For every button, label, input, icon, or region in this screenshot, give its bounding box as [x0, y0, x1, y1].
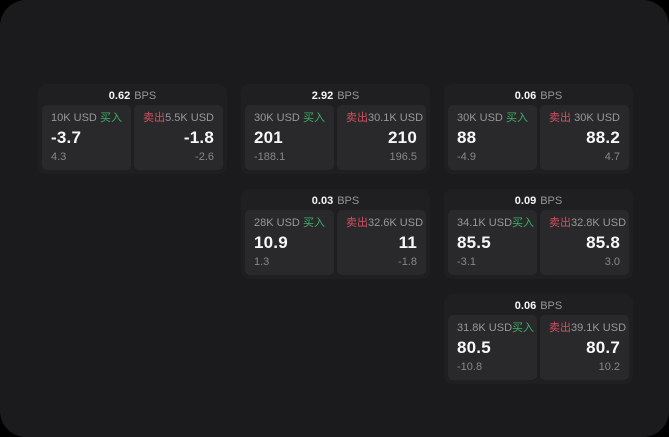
buy-side-label: 买入	[303, 112, 325, 124]
quote-card-1: 0.62 BPS 10K USD 买入 -3.7 4.3 卖出 5.5K USD	[38, 84, 227, 174]
quote-panels: 30K USD 买入 201 -188.1 卖出 30.1K USD 210 1…	[241, 105, 430, 174]
quote-card-grid: 0.62 BPS 10K USD 买入 -3.7 4.3 卖出 5.5K USD	[38, 84, 633, 384]
spread-header: 0.06 BPS	[444, 294, 633, 315]
sell-side-label: 卖出	[346, 217, 368, 229]
sell-side-label: 卖出	[549, 322, 571, 334]
sell-side-label: 卖出	[143, 112, 165, 124]
sell-price: 11	[398, 233, 417, 252]
spread-unit-label: BPS	[337, 194, 360, 207]
quote-panels: 10K USD 买入 -3.7 4.3 卖出 5.5K USD -1.8 -2.…	[38, 105, 227, 174]
buy-delta: -188.1	[254, 151, 286, 163]
buy-panel[interactable]: 28K USD 买入 10.9 1.3	[245, 210, 334, 275]
spread-header: 0.09 BPS	[444, 189, 633, 210]
buy-amount: 30K USD	[254, 112, 300, 124]
buy-delta: 1.3	[254, 256, 270, 268]
sell-amount: 30.1K USD	[368, 112, 424, 124]
buy-delta: -4.9	[457, 151, 476, 163]
buy-price: 201	[254, 128, 283, 147]
spread-unit-label: BPS	[540, 299, 563, 312]
sell-panel[interactable]: 卖出 32.6K USD 11 -1.8	[337, 210, 426, 275]
sell-price: 85.8	[586, 233, 620, 252]
quote-card-2: 2.92 BPS 30K USD 买入 201 -188.1 卖出 30.1K …	[241, 84, 430, 174]
buy-side-label: 买入	[100, 112, 122, 124]
sell-amount: 30K USD	[574, 112, 620, 124]
buy-side-label: 买入	[512, 217, 535, 229]
quote-card-3: 0.06 BPS 30K USD 买入 88 -4.9 卖出 30K USD	[444, 84, 633, 174]
buy-amount: 28K USD	[254, 217, 300, 229]
spread-value: 0.06	[514, 89, 537, 102]
sell-side-label: 卖出	[346, 112, 368, 124]
buy-panel[interactable]: 10K USD 买入 -3.7 4.3	[42, 105, 131, 170]
spread-unit-label: BPS	[540, 194, 563, 207]
buy-price: 10.9	[254, 233, 288, 252]
sell-delta: 3.0	[604, 256, 620, 268]
quote-panels: 31.8K USD 买入 80.5 -10.8 卖出 39.1K USD 80.…	[444, 315, 633, 384]
quote-panels: 34.1K USD 买入 85.5 -3.1 卖出 32.8K USD 85.8…	[444, 210, 633, 279]
spread-unit-label: BPS	[540, 89, 563, 102]
sell-panel[interactable]: 卖出 39.1K USD 80.7 10.2	[540, 315, 629, 380]
sell-delta: -2.6	[195, 151, 214, 163]
spread-header: 2.92 BPS	[241, 84, 430, 105]
sell-amount: 5.5K USD	[165, 112, 214, 124]
spread-unit-label: BPS	[337, 89, 360, 102]
sell-amount: 39.1K USD	[571, 322, 627, 334]
buy-price: -3.7	[51, 128, 82, 147]
sell-panel[interactable]: 卖出 5.5K USD -1.8 -2.6	[134, 105, 223, 170]
spread-header: 0.03 BPS	[241, 189, 430, 210]
buy-price: 88	[457, 128, 477, 147]
buy-amount: 30K USD	[457, 112, 503, 124]
buy-side-label: 买入	[512, 322, 535, 334]
quote-card-6: 0.06 BPS 31.8K USD 买入 80.5 -10.8 卖出 39.1…	[444, 294, 633, 384]
buy-amount: 34.1K USD	[457, 217, 513, 229]
quote-card-4: 0.03 BPS 28K USD 买入 10.9 1.3 卖出 32.6K US…	[241, 189, 430, 279]
sell-delta: -1.8	[398, 256, 417, 268]
sell-amount: 32.8K USD	[571, 217, 627, 229]
quote-panels: 30K USD 买入 88 -4.9 卖出 30K USD 88.2 4.7	[444, 105, 633, 174]
buy-delta: -3.1	[457, 256, 476, 268]
spread-value: 0.06	[514, 299, 537, 312]
buy-panel[interactable]: 30K USD 买入 88 -4.9	[448, 105, 537, 170]
sell-price: 88.2	[586, 128, 620, 147]
buy-side-label: 买入	[506, 112, 528, 124]
spread-value: 0.03	[311, 194, 334, 207]
sell-panel[interactable]: 卖出 30K USD 88.2 4.7	[540, 105, 629, 170]
quote-card-5: 0.09 BPS 34.1K USD 买入 85.5 -3.1 卖出 32.8K…	[444, 189, 633, 279]
buy-price: 80.5	[457, 338, 491, 357]
buy-panel[interactable]: 34.1K USD 买入 85.5 -3.1	[448, 210, 537, 275]
sell-side-label: 卖出	[549, 217, 571, 229]
spread-value: 0.62	[108, 89, 131, 102]
sell-panel[interactable]: 卖出 32.8K USD 85.8 3.0	[540, 210, 629, 275]
spread-unit-label: BPS	[134, 89, 157, 102]
spread-header: 0.06 BPS	[444, 84, 633, 105]
buy-panel[interactable]: 31.8K USD 买入 80.5 -10.8	[448, 315, 537, 380]
buy-delta: 4.3	[51, 151, 67, 163]
buy-amount: 31.8K USD	[457, 322, 513, 334]
sell-side-label: 卖出	[549, 112, 571, 124]
sell-delta: 10.2	[598, 361, 620, 373]
sell-amount: 32.6K USD	[368, 217, 424, 229]
spread-value: 2.92	[311, 89, 334, 102]
sell-panel[interactable]: 卖出 30.1K USD 210 196.5	[337, 105, 426, 170]
spread-value: 0.09	[514, 194, 537, 207]
sell-price: 210	[388, 128, 417, 147]
sell-delta: 4.7	[604, 151, 620, 163]
sell-delta: 196.5	[389, 151, 417, 163]
sell-price: 80.7	[586, 338, 620, 357]
buy-delta: -10.8	[457, 361, 483, 373]
buy-price: 85.5	[457, 233, 491, 252]
quote-panels: 28K USD 买入 10.9 1.3 卖出 32.6K USD 11 -1.8	[241, 210, 430, 279]
buy-side-label: 买入	[303, 217, 325, 229]
sell-price: -1.8	[183, 128, 214, 147]
buy-amount: 10K USD	[51, 112, 97, 124]
buy-panel[interactable]: 30K USD 买入 201 -188.1	[245, 105, 334, 170]
spread-header: 0.62 BPS	[38, 84, 227, 105]
